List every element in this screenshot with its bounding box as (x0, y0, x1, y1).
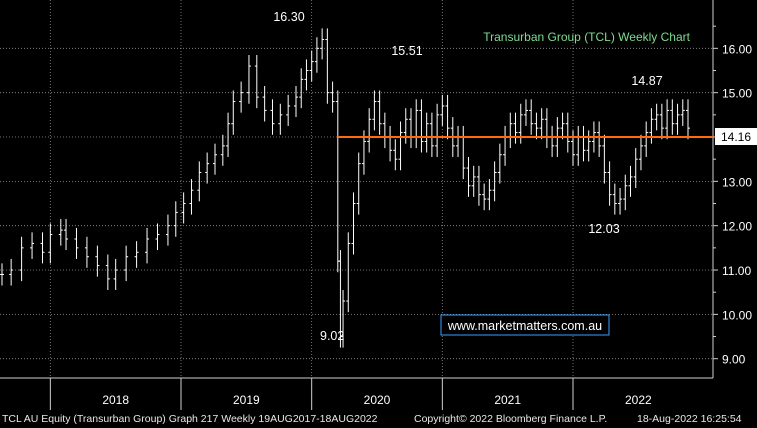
current-price-label: 14.16 (721, 130, 751, 144)
bloomberg-footer: TCL AU Equity (Transurban Group) Graph 2… (0, 410, 757, 428)
x-tick-label: 2019 (233, 393, 260, 407)
reference-line: 14.16 (337, 128, 757, 146)
price-annotation: 14.87 (631, 74, 662, 88)
price-annotation: 12.03 (588, 222, 619, 236)
footer-copyright: Copyright© 2022 Bloomberg Finance L.P. (414, 413, 608, 425)
y-tick-label: 9.00 (722, 353, 746, 367)
y-tick-label: 10.00 (722, 308, 752, 322)
x-axis: 2018 2019 2020 2021 2022 (0, 377, 713, 410)
footer-timestamp: 18-Aug-2022 16:25:54 (637, 413, 742, 425)
current-price-box (715, 128, 757, 146)
y-tick-label: 15.00 (722, 87, 752, 101)
watermark-box[interactable]: www.marketmatters.com.au (440, 314, 610, 336)
chart-title: Transurban Group (TCL) Weekly Chart (483, 30, 690, 44)
price-annotation: 15.51 (391, 44, 422, 58)
x-tick-label: 2018 (102, 393, 129, 407)
y-tick-label: 12.00 (722, 220, 752, 234)
x-tick-label: 2022 (625, 393, 652, 407)
watermark-border (440, 314, 610, 336)
chart-background (0, 0, 757, 410)
footer-security-info: TCL AU Equity (Transurban Group) Graph 2… (2, 413, 378, 425)
annotations: 16.30 15.51 9.02 12.03 14.87 (273, 10, 662, 343)
price-chart: 2018 2019 2020 2021 2022 9.00 10.00 11.00 12.00… (0, 0, 757, 410)
y-tick-label: 11.00 (722, 264, 751, 278)
y-tick-label: 16.00 (722, 42, 752, 56)
watermark-link[interactable]: www.marketmatters.com.au (447, 319, 602, 333)
price-annotation: 16.30 (273, 10, 304, 24)
y-tick-label: 13.00 (722, 175, 752, 189)
x-tick-label: 2021 (494, 393, 521, 407)
price-annotation: 9.02 (320, 329, 344, 343)
x-tick-label: 2020 (364, 393, 391, 407)
